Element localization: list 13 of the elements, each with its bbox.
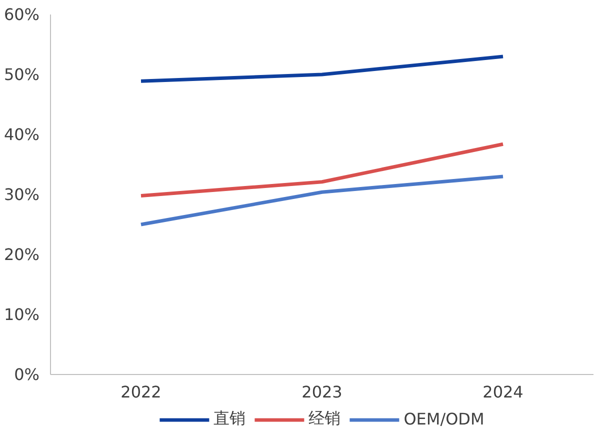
legend-label: 直销: [214, 408, 246, 430]
y-tick-label: 60%: [4, 5, 40, 24]
legend-label: OEM/ODM: [404, 410, 484, 428]
y-tick-label: 30%: [4, 185, 40, 204]
y-tick-label: 50%: [4, 65, 40, 84]
y-tick-label: 40%: [4, 125, 40, 144]
x-tick-label: 2022: [120, 382, 162, 402]
y-tick-label: 10%: [4, 305, 40, 324]
x-tick-label: 2024: [482, 382, 524, 402]
y-tick-label: 20%: [4, 245, 40, 264]
legend-label: 经销: [308, 408, 341, 430]
y-tick-label: 0%: [14, 365, 40, 384]
x-tick-label: 2023: [302, 382, 342, 402]
